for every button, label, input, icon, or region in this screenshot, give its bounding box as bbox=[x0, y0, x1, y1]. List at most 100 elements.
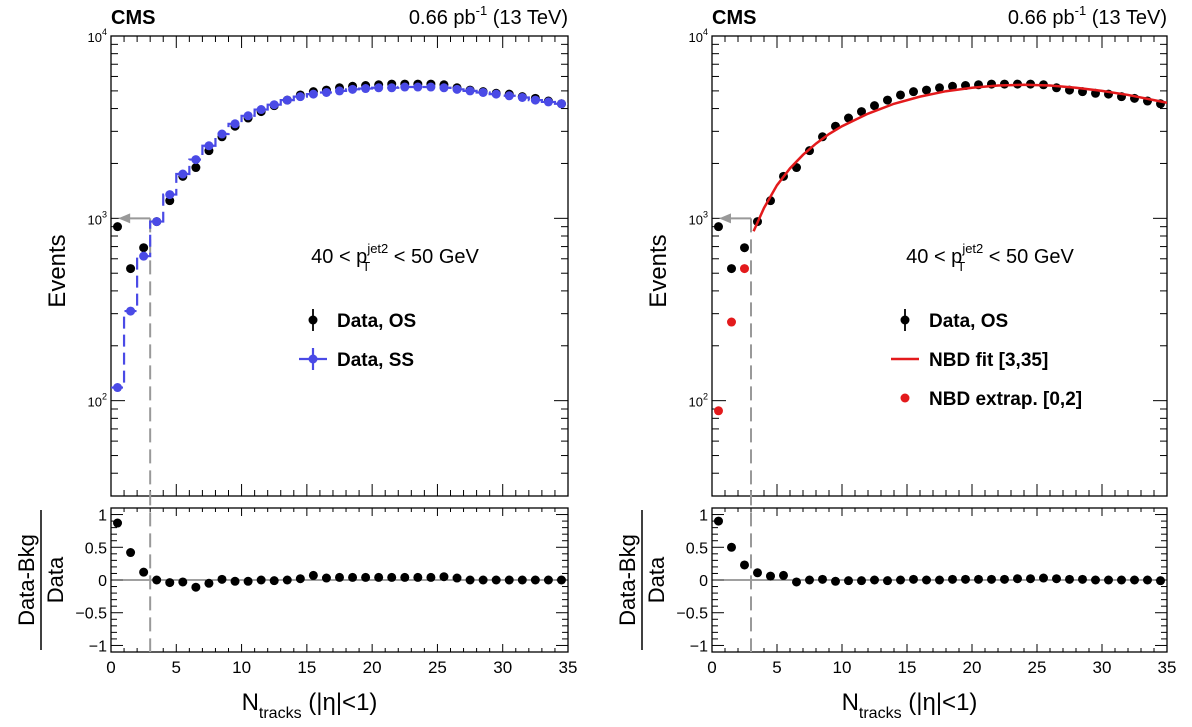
ratio-data-point bbox=[974, 574, 983, 584]
ratio-data-point bbox=[805, 575, 814, 585]
ss-data-point bbox=[113, 383, 123, 393]
cms-label: CMS bbox=[111, 7, 155, 29]
ratio-data-point bbox=[1156, 576, 1165, 586]
y-tick-label: 102 bbox=[689, 392, 708, 410]
nbd-extrap-point bbox=[714, 406, 723, 416]
ratio-y-tick-label: −0.5 bbox=[75, 606, 107, 623]
lumi-value: 0.66 pb bbox=[1008, 7, 1075, 29]
ss-data-point bbox=[374, 83, 384, 93]
x-tick-label: 30 bbox=[1093, 658, 1112, 677]
ss-data-point bbox=[491, 89, 501, 99]
x-axis-title: Ntracks (|η|<1) bbox=[842, 689, 978, 722]
ratio-data-point bbox=[308, 570, 318, 580]
os-data-point bbox=[727, 264, 736, 274]
ss-data-point bbox=[348, 84, 358, 94]
ratio-data-point bbox=[753, 568, 762, 578]
ratio-data-point bbox=[478, 575, 488, 585]
selection-label: 40 < pjet2 T < 50 GeV bbox=[311, 241, 479, 274]
ratio-data-point bbox=[517, 575, 527, 585]
ratio-y-tick-label: 0.5 bbox=[686, 540, 708, 557]
ss-data-point bbox=[256, 105, 266, 115]
ss-data-point bbox=[269, 100, 279, 110]
legend-label: NBD extrap. [0,2] bbox=[929, 389, 1082, 410]
ratio-data-point bbox=[178, 577, 188, 587]
x-tick-label: 10 bbox=[232, 658, 251, 677]
ss-data-point bbox=[308, 89, 318, 99]
nbd-extrap-point bbox=[740, 264, 749, 274]
main-plot-frame bbox=[711, 35, 1168, 497]
y-tick-exponent: 3 bbox=[703, 209, 708, 219]
legend-label: Data, SS bbox=[337, 350, 414, 371]
ss-data-point bbox=[165, 190, 175, 200]
ratio-data-point bbox=[113, 518, 123, 528]
y-tick-label: 103 bbox=[88, 209, 107, 227]
y-tick-label: 104 bbox=[88, 27, 107, 45]
ratio-data-point bbox=[282, 575, 292, 585]
ratio-data-point bbox=[831, 576, 840, 586]
ratio-y-title-denominator: Data bbox=[644, 556, 669, 603]
ratio-data-point bbox=[766, 571, 775, 581]
ratio-data-point bbox=[1065, 574, 1074, 584]
nbd-extrap-point bbox=[727, 317, 736, 327]
ss-data-point bbox=[295, 92, 305, 102]
ratio-data-point bbox=[1026, 574, 1035, 584]
ratio-data-point bbox=[139, 567, 149, 577]
ratio-data-point bbox=[204, 578, 214, 588]
ratio-data-point bbox=[191, 582, 201, 592]
ratio-data-point bbox=[935, 575, 944, 585]
os-data-point bbox=[714, 222, 723, 232]
ratio-data-point bbox=[987, 574, 996, 584]
ss-data-point bbox=[243, 111, 253, 121]
y-tick-label: 104 bbox=[689, 27, 708, 45]
ss-data-point bbox=[439, 83, 449, 93]
ss-data-point bbox=[191, 155, 201, 165]
legend-extrap-marker bbox=[900, 393, 910, 403]
lumi-value: 0.66 pb bbox=[409, 7, 476, 29]
x-tick-label: 0 bbox=[106, 658, 115, 677]
cut-arrow-head bbox=[719, 213, 731, 224]
y-tick-exponent: 2 bbox=[102, 392, 107, 402]
ss-data-point bbox=[478, 87, 488, 97]
os-data-point bbox=[896, 90, 905, 100]
legend-os-marker bbox=[900, 315, 910, 325]
energy-label: (13 TeV) bbox=[1086, 7, 1167, 29]
y-tick-base: 10 bbox=[88, 30, 102, 45]
x-title-tail: (|η|<1) bbox=[302, 689, 378, 716]
os-data-point bbox=[139, 243, 149, 253]
lumi-exponent: -1 bbox=[1075, 3, 1087, 18]
selection-post: < 50 GeV bbox=[983, 246, 1074, 268]
lumi-label: 0.66 pb-1 (13 TeV) bbox=[409, 3, 568, 29]
os-data-point bbox=[909, 87, 918, 97]
ratio-y-title-numerator: Data-Bkg bbox=[615, 534, 640, 626]
legend-ss-marker bbox=[308, 354, 318, 364]
ratio-y-title-numerator: Data-Bkg bbox=[14, 534, 39, 626]
y-tick-base: 10 bbox=[689, 212, 703, 227]
x-tick-label: 15 bbox=[898, 658, 917, 677]
ratio-data-point bbox=[556, 575, 566, 585]
ss-data-point bbox=[387, 83, 397, 93]
y-tick-base: 10 bbox=[689, 395, 703, 410]
ratio-data-point bbox=[413, 572, 423, 582]
ratio-data-point bbox=[844, 576, 853, 586]
os-data-point bbox=[740, 243, 749, 253]
y-tick-base: 10 bbox=[689, 30, 703, 45]
os-data-point bbox=[883, 95, 892, 105]
ratio-data-point bbox=[295, 574, 305, 584]
y-axis-title: Events bbox=[44, 234, 71, 307]
ratio-data-point bbox=[1143, 575, 1152, 585]
x-tick-label: 0 bbox=[707, 658, 716, 677]
legend-label: Data, OS bbox=[929, 311, 1008, 332]
cut-arrow-head bbox=[118, 213, 131, 224]
ratio-data-point bbox=[727, 542, 736, 552]
ss-data-point bbox=[413, 82, 423, 92]
ratio-y-tick-label: 0 bbox=[98, 573, 107, 590]
ratio-data-point bbox=[452, 573, 462, 583]
nbd-fit-curve bbox=[752, 83, 1167, 232]
legend-label: Data, OS bbox=[337, 311, 416, 332]
ratio-data-point bbox=[361, 572, 371, 582]
ratio-data-point bbox=[152, 575, 162, 585]
ratio-data-point bbox=[961, 574, 970, 584]
ratio-data-point bbox=[1039, 573, 1048, 583]
ratio-data-point bbox=[1104, 575, 1113, 585]
